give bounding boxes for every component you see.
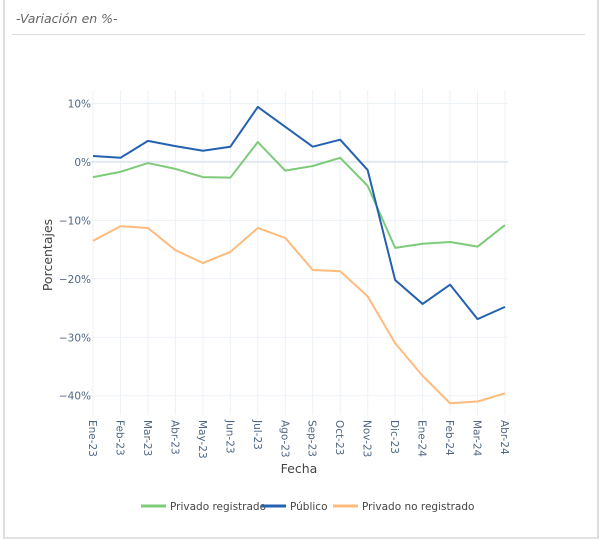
x-tick-label: Feb-23 xyxy=(113,420,125,456)
divider xyxy=(12,34,585,35)
x-tick-label: Mar-24 xyxy=(471,420,483,457)
x-tick-label: Abr-23 xyxy=(168,420,180,455)
x-tick-label: May-23 xyxy=(196,420,208,459)
x-tick-label: Feb-24 xyxy=(443,420,455,456)
y-tick-label: −30% xyxy=(59,332,91,344)
x-tick-label: Abr-24 xyxy=(498,420,510,455)
x-tick-label: Ago-23 xyxy=(278,420,290,458)
chart-subtitle: -Variación en %- xyxy=(16,11,118,26)
y-tick-label: 10% xyxy=(68,98,91,110)
legend-item[interactable]: Privado no registrado xyxy=(333,501,474,513)
x-tick-label: Nov-23 xyxy=(361,420,373,457)
series-line-2[interactable] xyxy=(92,225,506,405)
y-tick-label: −10% xyxy=(59,215,91,227)
x-axis-title: Fecha xyxy=(281,461,318,476)
legend-label: Público xyxy=(290,501,328,513)
legend-item[interactable]: Público xyxy=(261,501,328,513)
y-axis-title: Porcentajes xyxy=(40,219,55,291)
y-tick-label: −20% xyxy=(59,274,91,286)
x-tick-label: Ene-23 xyxy=(86,420,98,457)
x-tick-label: Sep-23 xyxy=(306,420,318,457)
series-line-0[interactable] xyxy=(92,141,506,249)
series-line-1[interactable] xyxy=(92,105,506,321)
legend-label: Privado registrado xyxy=(170,501,266,513)
x-tick-label: Oct-23 xyxy=(333,420,345,455)
legend-item[interactable]: Privado registrado xyxy=(141,501,266,513)
y-tick-label: −40% xyxy=(59,391,91,403)
x-tick-label: Jul-23 xyxy=(251,419,263,450)
x-tick-label: Jun-23 xyxy=(223,419,235,454)
x-tick-label: Ene-24 xyxy=(416,420,428,457)
x-tick-label: Dic-23 xyxy=(388,420,400,454)
chart-card xyxy=(3,0,599,539)
y-tick-label: 0% xyxy=(74,157,91,169)
x-tick-label: Mar-23 xyxy=(141,420,153,456)
legend-label: Privado no registrado xyxy=(362,501,474,513)
